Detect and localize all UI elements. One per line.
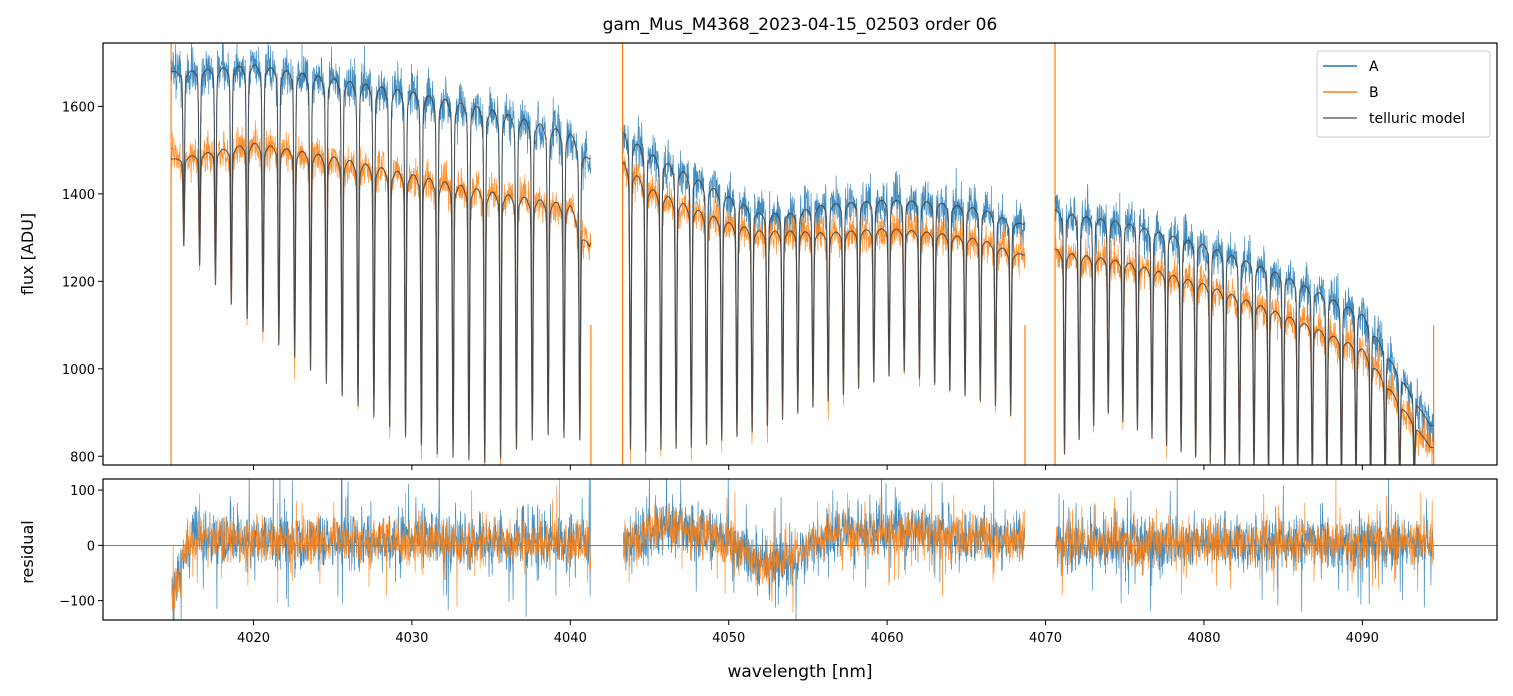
y-tick-label: 1200 (62, 275, 95, 290)
flux-plot-area (170, 43, 1435, 465)
x-tick-label: 4030 (395, 631, 428, 646)
y-tick-label: 1000 (62, 363, 95, 378)
residual-y-axis-label: residual (18, 520, 37, 583)
flux-y-ticks: 800 1000 1200 1400 1600 (62, 100, 103, 465)
residual-plot-area (103, 479, 1497, 620)
x-tick-label: 4070 (1029, 631, 1062, 646)
flux-panel: 800 1000 1200 1400 1600 flux [ADU] (18, 42, 1498, 470)
residual-y-ticks: −100 0 100 (59, 484, 103, 610)
residual-panel: −100 0 100 4020 4030 4040 4050 4060 4070 4080 409… (18, 478, 1498, 682)
x-tick-label: 4090 (1346, 631, 1379, 646)
residual-panel-frame (102, 478, 1498, 621)
x-tick-label: 4040 (554, 631, 587, 646)
series-a-line (170, 43, 1434, 465)
x-tick-label: 4080 (1187, 631, 1220, 646)
y-tick-label: 800 (70, 450, 95, 465)
y-tick-label: 1600 (62, 100, 95, 115)
y-tick-label: 1400 (62, 188, 95, 203)
y-tick-label: 0 (87, 539, 95, 554)
x-axis-label: wavelength [nm] (727, 662, 872, 682)
flux-panel-frame (102, 42, 1498, 466)
legend-label-b: B (1369, 85, 1379, 101)
residual-x-ticks: 4020 4030 4040 4050 4060 4070 4080 4090 (237, 620, 1379, 646)
y-tick-label: −100 (59, 595, 95, 610)
telluric-model-b-line (171, 142, 1434, 465)
legend: A B telluric model (1316, 50, 1491, 138)
y-tick-label: 100 (70, 484, 95, 499)
residual-b-line (171, 479, 1434, 620)
legend-label-a: A (1369, 59, 1379, 75)
residual-a-line (171, 479, 1434, 620)
x-tick-label: 4020 (237, 631, 270, 646)
flux-y-axis-label: flux [ADU] (18, 213, 37, 295)
chart-title: gam_Mus_M4368_2023-04-15_02503 order 06 (603, 15, 998, 35)
x-tick-label: 4060 (871, 631, 904, 646)
x-tick-label: 4050 (712, 631, 745, 646)
flux-x-ticks (252, 465, 1363, 470)
legend-label-telluric: telluric model (1369, 111, 1465, 127)
legend-box (1316, 50, 1491, 138)
